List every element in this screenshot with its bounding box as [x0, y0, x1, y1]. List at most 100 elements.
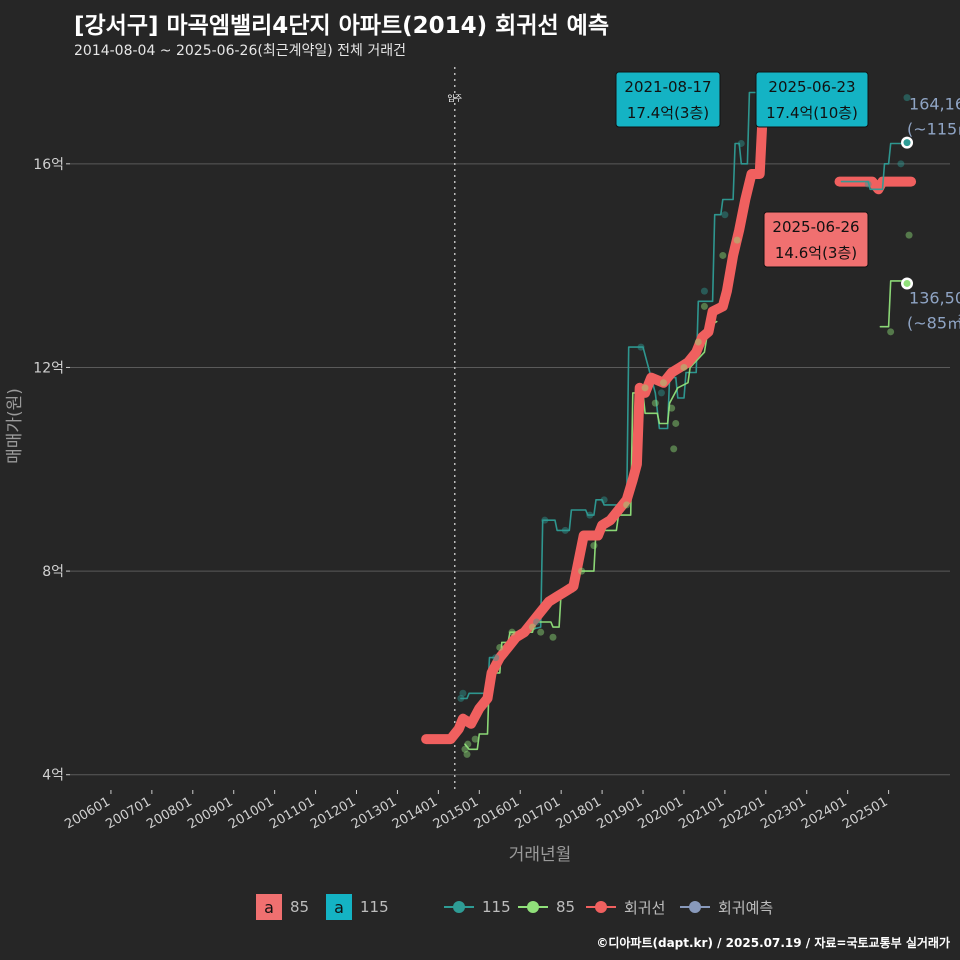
scatter-point-85	[887, 328, 895, 336]
move-in-label: 입주	[447, 94, 462, 103]
x-tick-label: 200801	[144, 794, 194, 832]
scatter-point-85	[668, 404, 676, 412]
legend-line-85-label: 85	[556, 898, 576, 916]
x-tick-label: 201501	[431, 794, 481, 832]
callout-price: 14.6억(3층)	[775, 244, 857, 262]
scatter-point-115	[561, 526, 569, 534]
x-tick-label: 200701	[103, 794, 153, 832]
scatter-point-85	[641, 384, 649, 392]
x-tick-label: 201601	[472, 794, 522, 832]
legend-fill-115-swatch: a	[326, 894, 352, 920]
scatter-point-85	[623, 501, 631, 509]
scatter-point-85	[700, 302, 708, 310]
x-tick-label: 202201	[717, 794, 767, 832]
x-axis-title: 거래년월	[509, 845, 572, 865]
scatter-point-115	[600, 496, 608, 504]
scatter-point-115	[864, 180, 872, 188]
y-axis-title: 매매가(원)	[5, 388, 25, 464]
callout-box	[615, 71, 721, 128]
scatter-point-85	[471, 735, 479, 743]
x-tick-label: 202101	[676, 794, 726, 832]
scatter-point-115	[492, 654, 500, 662]
scatter-point-85	[578, 567, 586, 575]
scatter-point-115	[657, 389, 665, 397]
series-line-115	[460, 91, 759, 700]
series-line-회귀선	[421, 87, 769, 745]
x-tick-label: 201801	[554, 794, 604, 832]
scatter-point-85	[733, 236, 741, 244]
legend-fill-85: a 85	[256, 892, 309, 922]
dot-line-icon	[518, 901, 548, 913]
callout-box	[763, 211, 869, 268]
scatter-point-85	[496, 643, 504, 651]
legend-fill-115-label: 115	[360, 898, 389, 916]
scatter-point-85	[680, 363, 688, 371]
dot-line-icon	[586, 901, 616, 913]
scatter-point-85	[672, 419, 680, 427]
scatter-point-85	[659, 379, 667, 387]
end-point-value: 136,500	[909, 288, 960, 307]
legend-line-115-label: 115	[482, 898, 511, 916]
callout-date: 2021-08-17	[624, 78, 711, 96]
legend-line-forecast-label: 회귀예측	[718, 898, 774, 917]
callout-box	[755, 71, 869, 128]
x-tick-label: 201401	[390, 794, 440, 832]
scatter-point-115	[897, 160, 905, 168]
scatter-point-85	[719, 251, 727, 259]
dot-line-icon	[444, 901, 474, 913]
end-point	[903, 139, 911, 147]
legend-line-85: 85	[518, 892, 575, 922]
scatter-point-115	[903, 94, 911, 102]
y-tick-label: 12억	[33, 360, 64, 376]
x-tick-label: 202001	[635, 794, 685, 832]
series-line-85	[464, 320, 718, 751]
end-point	[903, 279, 911, 287]
series-line-115-recent	[840, 142, 908, 191]
scatter-point-85	[549, 633, 557, 641]
chart-subtitle: 2014-08-04 ~ 2025-06-26(최근계약일) 전체 거래건	[74, 43, 406, 59]
x-tick-label: 202401	[799, 794, 849, 832]
chart-title: [강서구] 마곡엠밸리4단지 아파트(2014) 회귀선 예측	[74, 13, 609, 39]
x-tick-label: 201901	[595, 794, 645, 832]
scatter-point-115	[533, 618, 541, 626]
legend-line-regression-label: 회귀선	[624, 898, 666, 917]
scatter-point-85	[537, 628, 545, 636]
legend-fill-115: a 115	[326, 892, 389, 922]
x-tick-label: 201001	[226, 794, 276, 832]
scatter-point-115	[737, 139, 745, 147]
y-tick-label: 16억	[33, 157, 64, 173]
end-point-value: 164,167	[909, 95, 960, 114]
legend-line-regression: 회귀선	[586, 892, 665, 922]
series-line-회귀예측	[834, 176, 917, 195]
scatter-point-115	[459, 689, 467, 697]
x-tick-label: 201301	[349, 794, 399, 832]
scatter-point-85	[670, 445, 678, 453]
x-tick-label: 200901	[185, 794, 235, 832]
legend-fill-85-swatch: a	[256, 894, 282, 920]
scatter-point-115	[721, 211, 729, 219]
scatter-point-85	[590, 542, 598, 550]
scatter-point-85	[529, 623, 537, 631]
callout-date: 2025-06-23	[768, 78, 855, 96]
scatter-point-115	[541, 516, 549, 524]
scatter-point-85	[651, 399, 659, 407]
scatter-point-85	[694, 338, 702, 346]
end-point-area: (~115㎡)	[907, 120, 960, 139]
scatter-point-85	[464, 740, 472, 748]
x-tick-label: 201101	[267, 794, 317, 832]
x-tick-label: 200601	[62, 794, 112, 832]
x-tick-label: 201201	[308, 794, 358, 832]
scatter-point-115	[457, 694, 465, 702]
source-caption: ©디아파트(dapt.kr) / 2025.07.19 / 자료=국토교통부 실…	[596, 936, 950, 950]
dot-line-icon	[680, 901, 710, 913]
scatter-point-85	[508, 628, 516, 636]
x-tick-label: 202501	[840, 794, 890, 832]
callout-price: 17.4억(3층)	[627, 104, 709, 122]
y-tick-label: 8억	[42, 564, 64, 580]
legend-line-forecast: 회귀예측	[680, 892, 773, 922]
x-tick-label: 202301	[758, 794, 808, 832]
callout-price: 17.4억(10층)	[766, 104, 858, 122]
scatter-point-115	[637, 343, 645, 351]
scatter-point-85	[463, 750, 471, 758]
